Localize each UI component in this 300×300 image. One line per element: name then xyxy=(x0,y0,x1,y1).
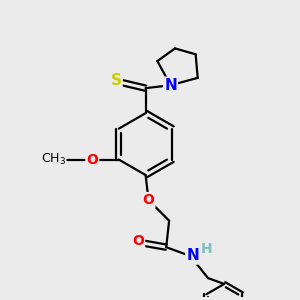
Text: O: O xyxy=(132,234,144,248)
Text: N: N xyxy=(186,248,199,263)
Text: CH$_3$: CH$_3$ xyxy=(41,152,66,167)
Text: S: S xyxy=(111,73,122,88)
Text: O: O xyxy=(86,153,98,166)
Text: H: H xyxy=(201,242,212,256)
Text: N: N xyxy=(164,78,177,93)
Text: O: O xyxy=(142,193,154,207)
